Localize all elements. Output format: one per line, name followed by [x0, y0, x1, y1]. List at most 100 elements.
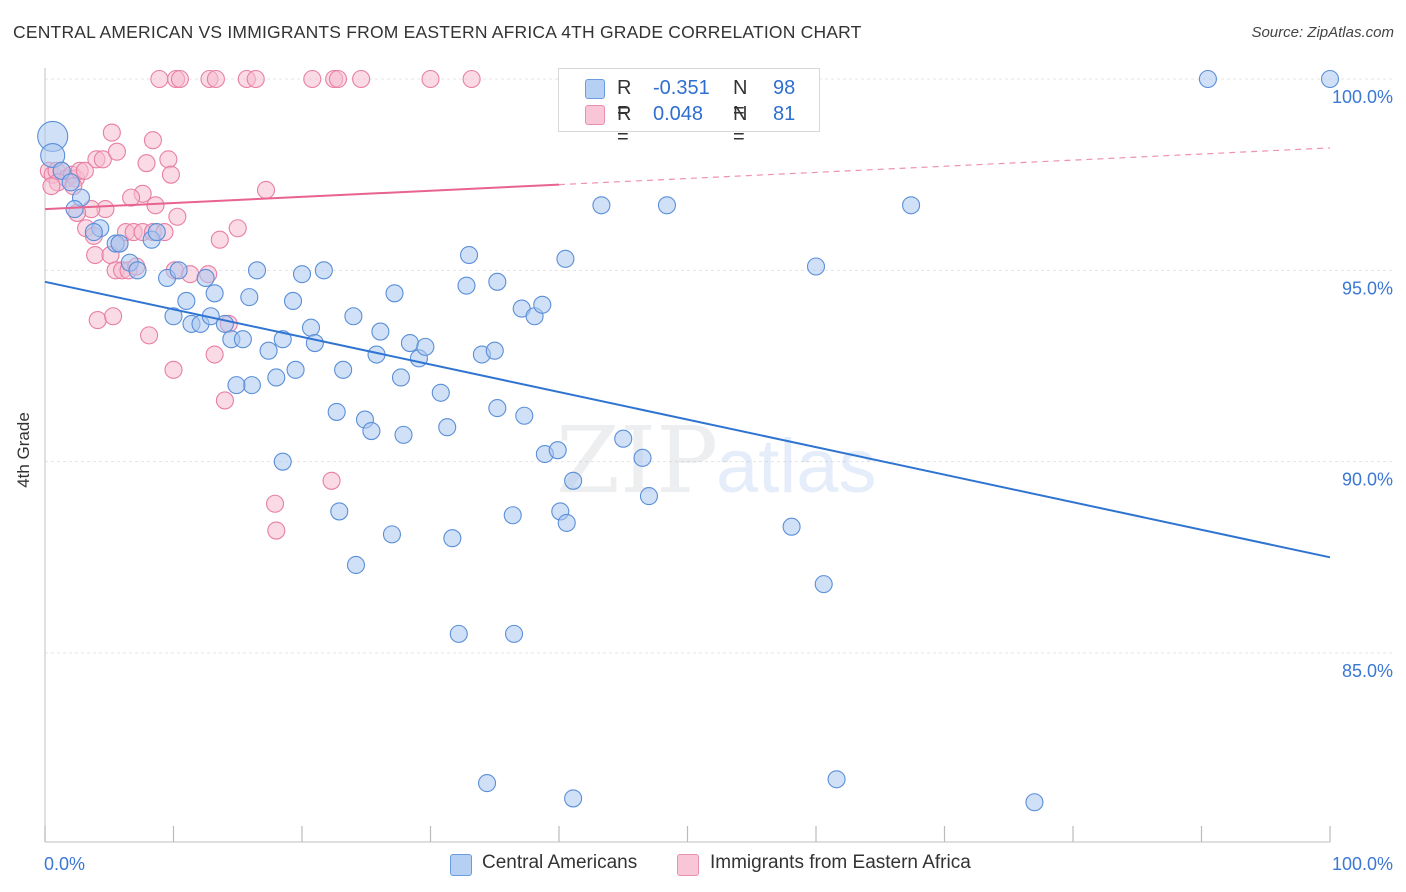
data-point-eastern-africa: [122, 188, 141, 207]
data-point-central-americans: [457, 276, 476, 295]
data-point-eastern-africa: [107, 142, 127, 161]
y-tick-label: 90.0%: [1342, 470, 1393, 490]
data-point-eastern-africa: [86, 245, 105, 265]
data-point-central-americans: [1198, 69, 1217, 89]
data-point-central-americans: [477, 774, 497, 793]
data-point-central-americans: [1025, 793, 1044, 812]
data-point-central-americans: [177, 291, 196, 310]
data-point-central-americans: [827, 770, 846, 789]
data-point-eastern-africa: [164, 360, 183, 379]
data-point-central-americans: [806, 257, 826, 276]
data-point-central-americans: [657, 196, 676, 215]
data-point-eastern-africa: [170, 69, 189, 89]
data-point-central-americans: [449, 624, 468, 643]
data-point-central-americans: [40, 142, 66, 169]
data-point-eastern-africa: [228, 219, 247, 238]
y-tick-label: 100.0%: [1332, 87, 1393, 107]
r-value: 0.048: [653, 103, 704, 125]
data-point-eastern-africa: [161, 165, 180, 184]
data-point-central-americans: [504, 624, 524, 643]
legend-label: Central Americans: [482, 852, 638, 873]
data-point-central-americans: [391, 368, 410, 387]
n-label: N =: [733, 103, 748, 148]
data-point-central-americans: [639, 487, 659, 506]
data-point-eastern-africa: [265, 494, 285, 513]
data-point-central-americans: [438, 418, 457, 437]
data-point-central-americans: [346, 555, 366, 575]
data-point-central-americans: [564, 789, 583, 808]
data-point-central-americans: [242, 376, 261, 395]
stats-legend: R = -0.351 N = 98 R = 0.048 N = 81: [558, 68, 820, 148]
data-point-central-americans: [382, 525, 402, 544]
data-point-eastern-africa: [140, 326, 159, 345]
legend-swatch-blue: [585, 79, 605, 99]
data-point-central-americans: [1320, 69, 1340, 89]
r-label: R =: [617, 77, 632, 122]
data-point-eastern-africa: [206, 69, 225, 89]
series-central-americans-points: [37, 69, 1340, 812]
data-point-central-americans: [227, 376, 246, 395]
data-point-central-americans: [240, 288, 259, 307]
data-point-central-americans: [330, 502, 349, 521]
watermark-atlas: atlas: [716, 424, 877, 509]
chart-title: CENTRAL AMERICAN VS IMMIGRANTS FROM EAST…: [13, 22, 862, 42]
trend-lines: [44, 147, 1331, 559]
data-point-central-americans: [286, 360, 305, 379]
data-point-central-americans: [782, 517, 801, 536]
data-point-central-americans: [362, 422, 381, 441]
data-point-central-americans: [485, 341, 504, 360]
data-point-eastern-africa: [137, 154, 156, 173]
legend-swatch-pink: [585, 105, 605, 125]
data-point-central-americans: [503, 506, 522, 525]
legend-label: Immigrants from Eastern Africa: [710, 852, 971, 873]
data-point-central-americans: [556, 249, 575, 268]
data-point-eastern-africa: [150, 69, 169, 89]
trend-line-eastern-africa: [44, 183, 560, 211]
data-point-central-americans: [267, 368, 286, 387]
data-point-central-americans: [385, 284, 404, 303]
data-point-eastern-africa: [146, 196, 165, 215]
x-tick-label: 0.0%: [44, 854, 85, 874]
data-point-central-americans: [147, 223, 166, 242]
source-label: Source: ZipAtlas.com: [1251, 24, 1394, 41]
trend-line-central-americans: [44, 280, 1331, 559]
data-point-central-americans: [431, 383, 450, 402]
data-point-central-americans: [443, 529, 462, 548]
data-point-central-americans: [273, 330, 292, 349]
n-value: 81: [773, 103, 796, 125]
data-point-eastern-africa: [143, 131, 162, 150]
r-label: R =: [617, 103, 632, 148]
data-point-central-americans: [215, 314, 234, 333]
data-point-central-americans: [273, 452, 292, 471]
data-point-central-americans: [902, 196, 921, 215]
y-axis-label: 4th Grade: [14, 412, 33, 488]
data-point-eastern-africa: [462, 69, 481, 89]
data-point-central-americans: [488, 272, 507, 291]
data-point-eastern-africa: [303, 69, 322, 89]
data-point-eastern-africa: [75, 161, 94, 180]
data-point-central-americans: [314, 261, 333, 280]
data-point-central-americans: [84, 223, 103, 242]
x-tick-label: 100.0%: [1332, 854, 1393, 874]
data-point-central-americans: [416, 337, 435, 356]
data-point-central-americans: [814, 575, 833, 594]
data-point-central-americans: [196, 268, 215, 288]
data-point-central-americans: [169, 261, 188, 280]
data-point-central-americans: [400, 333, 419, 353]
series-eastern-africa-points: [39, 69, 481, 540]
legend-swatch-blue: [450, 854, 472, 876]
n-value: 98: [773, 77, 796, 99]
data-point-eastern-africa: [215, 391, 234, 410]
data-point-central-americans: [459, 245, 479, 265]
data-point-eastern-africa: [328, 69, 348, 89]
data-point-eastern-africa: [88, 311, 107, 330]
data-point-eastern-africa: [267, 521, 286, 540]
data-point-central-americans: [283, 291, 303, 310]
data-point-eastern-africa: [159, 150, 178, 169]
data-point-eastern-africa: [246, 69, 265, 89]
data-point-central-americans: [548, 441, 567, 460]
data-point-central-americans: [292, 265, 312, 284]
data-point-central-americans: [128, 261, 147, 280]
data-point-central-americans: [564, 471, 583, 490]
